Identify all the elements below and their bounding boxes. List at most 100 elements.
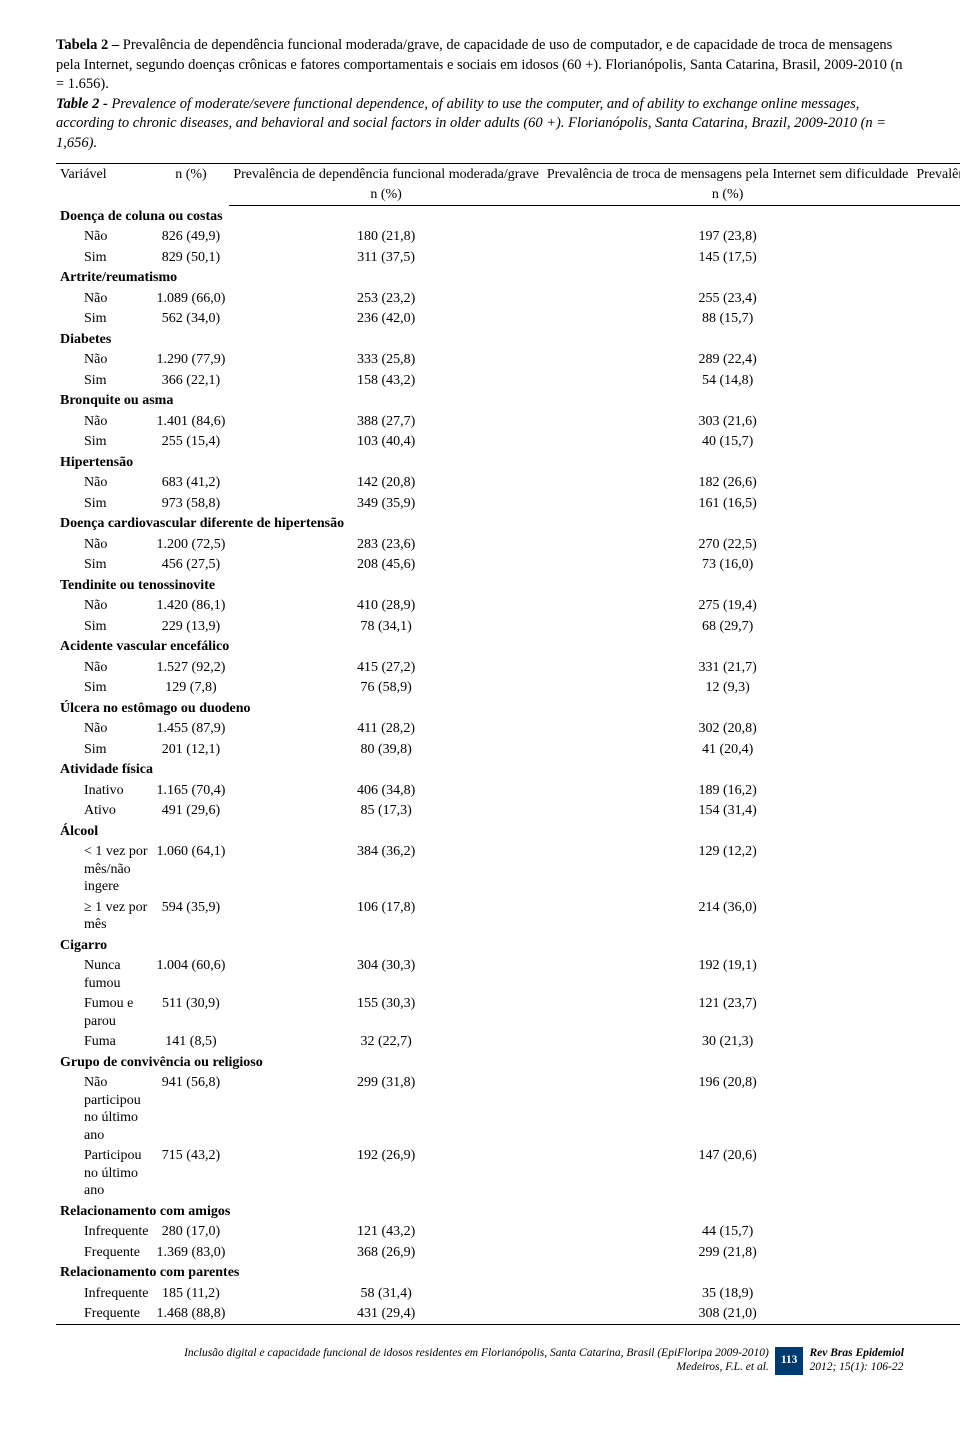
cell-value: 103 (40,4) <box>229 432 543 453</box>
cell-value: 229 (13,9) <box>153 616 230 637</box>
cell-value: 161 (16,5) <box>543 493 913 514</box>
cell-value: 154 (31,4) <box>912 801 960 822</box>
group-name: Atividade física <box>56 760 960 781</box>
header-n-pct: n (%) <box>153 164 230 206</box>
cell-value: 829 (50,1) <box>153 247 230 268</box>
row-label: Infrequente <box>56 1222 153 1243</box>
table-caption: Tabela 2 – Prevalência de dependência fu… <box>56 36 904 153</box>
cell-value: 283 (23,6) <box>229 534 543 555</box>
cell-value: 145 (17,5) <box>543 247 913 268</box>
row-label: Frequente <box>56 1304 153 1325</box>
row-label: Ativo <box>56 801 153 822</box>
cell-value: 208 (45,6) <box>229 555 543 576</box>
cell-value: 35 (18,9) <box>543 1283 913 1304</box>
table-row: Sim229 (13,9)78 (34,1)68 (29,7)70 (30,6) <box>56 616 960 637</box>
cell-value: 49 (24,4) <box>912 739 960 760</box>
cell-value: 289 (22,4) <box>543 350 913 371</box>
cell-value: 299 (31,8) <box>229 1073 543 1146</box>
cell-value: 154 (31,4) <box>543 801 913 822</box>
group-name: Diabetes <box>56 329 960 350</box>
cell-value: 366 (22,1) <box>153 370 230 391</box>
table-group-row: Úlcera no estômago ou duodeno <box>56 698 960 719</box>
cell-value: 594 (35,9) <box>153 897 230 935</box>
group-name: Doença cardiovascular diferente de hiper… <box>56 514 960 535</box>
row-label: Não <box>56 657 153 678</box>
table-row: Não1.290 (77,9)333 (25,8)289 (22,4)302 (… <box>56 350 960 371</box>
cell-value: 1.200 (72,5) <box>153 534 230 555</box>
cell-value: 41 (20,4) <box>543 739 913 760</box>
table-row: Sim201 (12,1)80 (39,8)41 (20,4)49 (24,4) <box>56 739 960 760</box>
cell-value: 147 (20,6) <box>543 1146 913 1202</box>
cell-value: 255 (15,4) <box>153 432 230 453</box>
table-group-row: Doença de coluna ou costas <box>56 206 960 227</box>
cell-value: 129 (12,2) <box>543 842 913 898</box>
subheader-n-pct-1: n (%) <box>229 185 543 206</box>
cell-value: 138 (13,0) <box>912 842 960 898</box>
cell-value: 12 (9,3) <box>543 678 913 699</box>
cell-value: 186 (27,2) <box>912 473 960 494</box>
row-label: Não <box>56 596 153 617</box>
cell-value: 715 (43,2) <box>153 1146 230 1202</box>
table-group-row: Acidente vascular encefálico <box>56 637 960 658</box>
cell-value: 224 (37,7) <box>912 897 960 935</box>
group-name: Grupo de convivência ou religioso <box>56 1052 960 1073</box>
data-table: Variável n (%) Prevalência de dependênci… <box>56 163 960 1325</box>
group-name: Doença de coluna ou costas <box>56 206 960 227</box>
group-name: Úlcera no estômago ou duodeno <box>56 698 960 719</box>
cell-value: 331 (21,7) <box>543 657 913 678</box>
row-label: Não <box>56 411 153 432</box>
cell-value: 411 (28,2) <box>229 719 543 740</box>
cell-value: 328 (22,3) <box>912 1304 960 1325</box>
caption-text-en: Prevalence of moderate/severe functional… <box>56 96 886 151</box>
table-row: Não826 (49,9)180 (21,8)197 (23,8)205 (24… <box>56 227 960 248</box>
table-group-row: Álcool <box>56 821 960 842</box>
row-label: Sim <box>56 739 153 760</box>
cell-value: 151 (21,1) <box>912 1146 960 1202</box>
row-label: Frequente <box>56 1242 153 1263</box>
cell-value: 85 (17,3) <box>229 801 543 822</box>
cell-value: 158 (43,2) <box>229 370 543 391</box>
footer-page-number: 113 <box>775 1347 804 1375</box>
row-label: Sim <box>56 493 153 514</box>
table-row: Não1.527 (92,2)415 (27,2)331 (21,7)347 (… <box>56 657 960 678</box>
row-label: Não participou no último ano <box>56 1073 153 1146</box>
table-row: Não683 (41,2)142 (20,8)182 (26,6)186 (27… <box>56 473 960 494</box>
cell-value: 34 (18,4) <box>912 1283 960 1304</box>
table-row: Fuma141 (8,5)32 (22,7)30 (21,3)33 (23,4) <box>56 1032 960 1053</box>
table-group-row: Artrite/reumatismo <box>56 268 960 289</box>
table-row: Infrequente280 (17,0)121 (43,2)44 (15,7)… <box>56 1222 960 1243</box>
cell-value: 192 (26,9) <box>229 1146 543 1202</box>
footer-left-line1: Inclusão digital e capacidade funcional … <box>184 1347 769 1361</box>
table-row: Sim562 (34,0)236 (42,0)88 (15,7)91 (16,2… <box>56 309 960 330</box>
cell-value: 313 (22,3) <box>912 411 960 432</box>
cell-value: 308 (21,0) <box>543 1304 913 1325</box>
cell-value: 826 (49,9) <box>153 227 230 248</box>
cell-value: 30 (21,3) <box>543 1032 913 1053</box>
row-label: Não <box>56 719 153 740</box>
cell-value: 1.290 (77,9) <box>153 350 230 371</box>
cell-value: 292 (20,6) <box>912 596 960 617</box>
cell-value: 384 (36,2) <box>229 842 543 898</box>
cell-value: 180 (21,8) <box>229 227 543 248</box>
cell-value: 347 (22,7) <box>912 657 960 678</box>
cell-value: 54 (14,8) <box>543 370 913 391</box>
cell-value: 1.165 (70,4) <box>153 780 230 801</box>
table-row: Não1.420 (86,1)410 (28,9)275 (19,4)292 (… <box>56 596 960 617</box>
cell-value: 44 (15,7) <box>543 1222 913 1243</box>
cell-value: 185 (11,2) <box>153 1283 230 1304</box>
footer-right-line2: 2012; 15(1): 106-22 <box>809 1361 904 1375</box>
table-group-row: Tendinite ou tenossinovite <box>56 575 960 596</box>
page-footer: Inclusão digital e capacidade funcional … <box>56 1347 904 1375</box>
table-row: Fumou e parou511 (30,9)155 (30,3)121 (23… <box>56 994 960 1032</box>
cell-value: 121 (23,7) <box>543 994 913 1032</box>
cell-value: 189 (16,2) <box>543 780 913 801</box>
cell-value: 349 (35,9) <box>229 493 543 514</box>
cell-value: 192 (19,1) <box>543 956 913 994</box>
row-label: Sim <box>56 309 153 330</box>
cell-value: 1.369 (83,0) <box>153 1242 230 1263</box>
cell-value: 410 (28,9) <box>229 596 543 617</box>
cell-value: 255 (23,4) <box>543 288 913 309</box>
cell-value: 683 (41,2) <box>153 473 230 494</box>
row-label: Sim <box>56 370 153 391</box>
group-name: Tendinite ou tenossinovite <box>56 575 960 596</box>
